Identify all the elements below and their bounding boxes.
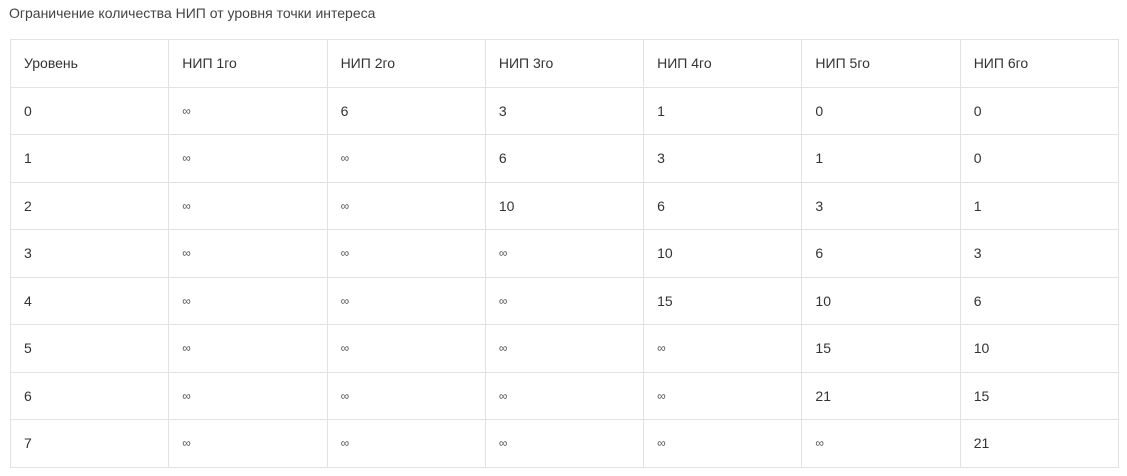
- table-cell: 1: [801, 134, 961, 183]
- table-cell: ∞: [643, 324, 803, 373]
- table-cell: ∞: [484, 419, 645, 468]
- table-cell: ∞: [326, 181, 486, 230]
- table-cell: ∞: [484, 371, 645, 420]
- table-cell: 1: [959, 181, 1120, 230]
- table-cell: 10: [643, 229, 803, 278]
- table-cell: 0: [959, 134, 1120, 183]
- table-cell: ∞: [484, 276, 645, 325]
- table-cell: ∞: [801, 419, 961, 468]
- table-cell: ∞: [168, 229, 328, 278]
- table-row: 6 ∞ ∞ ∞ ∞ 21 15: [9, 371, 1120, 420]
- table-cell: 3: [959, 229, 1120, 278]
- table-cell: 15: [643, 276, 803, 325]
- table-cell: ∞: [326, 134, 486, 183]
- header-cell: НИП 4го: [643, 39, 803, 88]
- table-cell: 5: [9, 324, 170, 373]
- table-cell: 3: [9, 229, 170, 278]
- table-cell: ∞: [168, 276, 328, 325]
- table-cell: 0: [959, 86, 1120, 135]
- table-cell: ∞: [326, 229, 486, 278]
- table-cell: ∞: [168, 419, 328, 468]
- table-cell: ∞: [326, 419, 486, 468]
- table-cell: 10: [959, 324, 1120, 373]
- table-cell: 3: [643, 134, 803, 183]
- table-cell: ∞: [326, 276, 486, 325]
- table-cell: 10: [801, 276, 961, 325]
- table-cell: 21: [801, 371, 961, 420]
- table-cell: 21: [959, 419, 1120, 468]
- table-cell: 6: [801, 229, 961, 278]
- table-cell: 2: [9, 181, 170, 230]
- header-cell: НИП 3го: [484, 39, 645, 88]
- table-cell: ∞: [484, 229, 645, 278]
- header-cell: Уровень: [9, 39, 170, 88]
- table-cell: 6: [484, 134, 645, 183]
- table-cell: ∞: [643, 371, 803, 420]
- table-row: 0 ∞ 6 3 1 0 0: [9, 86, 1120, 135]
- table-cell: 1: [9, 134, 170, 183]
- table-cell: ∞: [326, 324, 486, 373]
- table-cell: ∞: [168, 371, 328, 420]
- header-cell: НИП 6го: [959, 39, 1120, 88]
- table-row: 7 ∞ ∞ ∞ ∞ ∞ 21: [9, 419, 1120, 468]
- table-row: 2 ∞ ∞ 10 6 3 1: [9, 181, 1120, 230]
- limits-table: Уровень НИП 1го НИП 2го НИП 3го НИП 4го НИП 5…: [9, 39, 1120, 468]
- table-cell: ∞: [643, 419, 803, 468]
- table-row: 5 ∞ ∞ ∞ ∞ 15 10: [9, 324, 1120, 373]
- table-cell: 0: [801, 86, 961, 135]
- table-cell: 10: [484, 181, 645, 230]
- table-row: 3 ∞ ∞ ∞ 10 6 3: [9, 229, 1120, 278]
- table-cell: 6: [326, 86, 486, 135]
- table-cell: 4: [9, 276, 170, 325]
- table-cell: 15: [959, 371, 1120, 420]
- table-cell: ∞: [168, 86, 328, 135]
- table-cell: 6: [959, 276, 1120, 325]
- table-cell: ∞: [484, 324, 645, 373]
- table-cell: ∞: [326, 371, 486, 420]
- header-cell: НИП 2го: [326, 39, 486, 88]
- table-cell: 15: [801, 324, 961, 373]
- table-cell: 1: [643, 86, 803, 135]
- table-caption: Ограничение количества НИП от уровня точ…: [9, 5, 376, 21]
- table-row: 1 ∞ ∞ 6 3 1 0: [9, 134, 1120, 183]
- table-cell: 6: [9, 371, 170, 420]
- table-cell: ∞: [168, 181, 328, 230]
- table-cell: 0: [9, 86, 170, 135]
- header-cell: НИП 1го: [168, 39, 328, 88]
- header-cell: НИП 5го: [801, 39, 961, 88]
- table-cell: 3: [484, 86, 645, 135]
- table-cell: 7: [9, 419, 170, 468]
- table-cell: ∞: [168, 324, 328, 373]
- table-cell: 3: [801, 181, 961, 230]
- table-cell: ∞: [168, 134, 328, 183]
- table-row: 4 ∞ ∞ ∞ 15 10 6: [9, 276, 1120, 325]
- table-cell: 6: [643, 181, 803, 230]
- header-row: Уровень НИП 1го НИП 2го НИП 3го НИП 4го НИП 5…: [9, 39, 1120, 88]
